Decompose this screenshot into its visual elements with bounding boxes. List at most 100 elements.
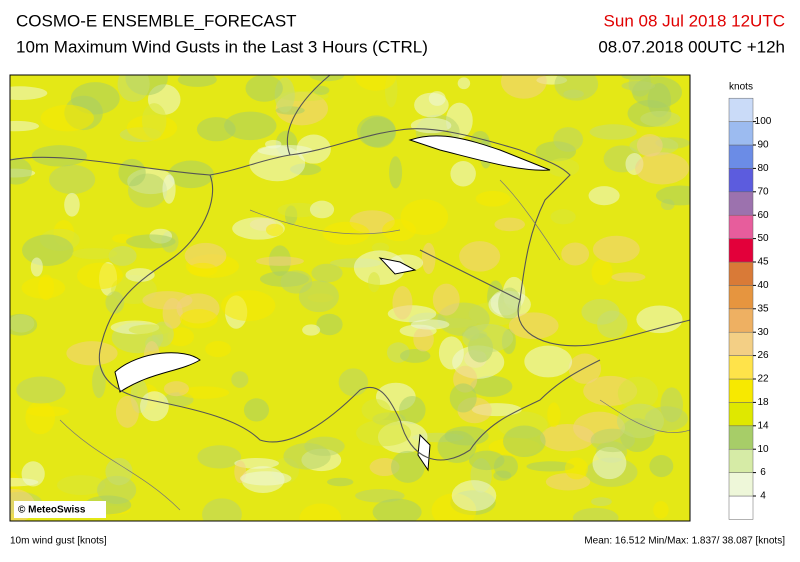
texture [277, 202, 321, 218]
texture [590, 428, 636, 453]
texture [400, 199, 449, 235]
map [10, 75, 690, 521]
legend-label: 35 [757, 303, 769, 314]
texture [117, 75, 150, 102]
texture [498, 287, 522, 320]
texture [589, 124, 637, 140]
texture [399, 349, 431, 363]
texture [413, 327, 434, 352]
texture [141, 103, 167, 139]
texture [188, 262, 218, 277]
texture [432, 283, 460, 316]
color-swatch [728, 97, 754, 122]
texture [304, 436, 345, 456]
color-swatch [728, 144, 754, 169]
texture [421, 242, 436, 275]
texture [635, 152, 690, 185]
texture [475, 190, 511, 207]
texture [572, 507, 619, 521]
texture [592, 446, 627, 480]
legend-label: 70 [757, 186, 769, 197]
texture [245, 75, 283, 102]
texture [240, 471, 292, 486]
texture [470, 375, 513, 397]
texture [592, 235, 640, 264]
texture [356, 419, 412, 447]
texture [234, 457, 279, 469]
texture [118, 158, 146, 187]
texture [568, 353, 602, 384]
texture [554, 75, 599, 101]
color-swatch [728, 261, 754, 286]
texture [660, 387, 683, 423]
texture [561, 242, 590, 266]
texture [617, 376, 659, 410]
texture [312, 85, 330, 95]
color-swatch [728, 402, 754, 427]
texture [57, 475, 106, 496]
texture [449, 383, 477, 413]
texture [255, 256, 305, 266]
texture [459, 241, 501, 272]
texture [502, 425, 546, 458]
subtitle: 10m Maximum Wind Gusts in the Last 3 Hou… [16, 37, 428, 56]
texture [142, 291, 193, 310]
texture [389, 156, 403, 189]
color-swatch [728, 472, 754, 497]
texture [21, 461, 45, 487]
texture [462, 323, 514, 353]
texture [167, 327, 195, 347]
texture [616, 403, 664, 439]
texture [653, 501, 669, 519]
texture [108, 245, 137, 266]
legend-label: 6 [760, 467, 766, 478]
color-swatch [728, 214, 754, 239]
color-swatch [728, 308, 754, 333]
texture [77, 262, 124, 290]
texture [265, 223, 284, 237]
texture [168, 160, 214, 189]
texture [179, 386, 230, 399]
texture [70, 82, 120, 115]
texture [299, 503, 342, 521]
color-swatch [728, 238, 754, 263]
texture [355, 75, 397, 91]
texture [231, 371, 249, 388]
texture [451, 480, 497, 512]
texture [66, 341, 118, 366]
texture [392, 286, 413, 320]
color-swatch [728, 378, 754, 403]
texture [414, 92, 449, 118]
valid-time: Sun 08 Jul 2018 12UTC [604, 11, 785, 30]
texture [398, 395, 426, 425]
texture [591, 497, 612, 507]
texture [390, 450, 425, 483]
texture [621, 81, 656, 91]
texture [311, 263, 343, 283]
texture [410, 319, 450, 330]
texture [372, 498, 422, 521]
texture [309, 200, 335, 219]
legend-label: 100 [755, 116, 772, 127]
legend-label: 26 [757, 350, 769, 361]
legend-label: 80 [757, 163, 769, 174]
texture [338, 368, 369, 397]
legend: 4 6 10 14 18 22 26 30 35 40 45 50 60 70 80 90 100 [728, 97, 772, 520]
texture [202, 498, 242, 521]
map-frame [9, 74, 691, 522]
texture [10, 314, 35, 333]
texture [22, 234, 74, 267]
texture [40, 104, 94, 132]
texture [243, 398, 270, 422]
legend-label: 4 [760, 491, 766, 502]
texture [298, 280, 339, 313]
texture [10, 120, 40, 132]
texture [371, 242, 390, 253]
legend-label: 22 [757, 374, 769, 385]
texture [16, 376, 66, 404]
texture [31, 145, 87, 167]
texture [72, 248, 118, 260]
texture [640, 110, 681, 127]
texture [500, 75, 547, 99]
texture [550, 209, 576, 225]
